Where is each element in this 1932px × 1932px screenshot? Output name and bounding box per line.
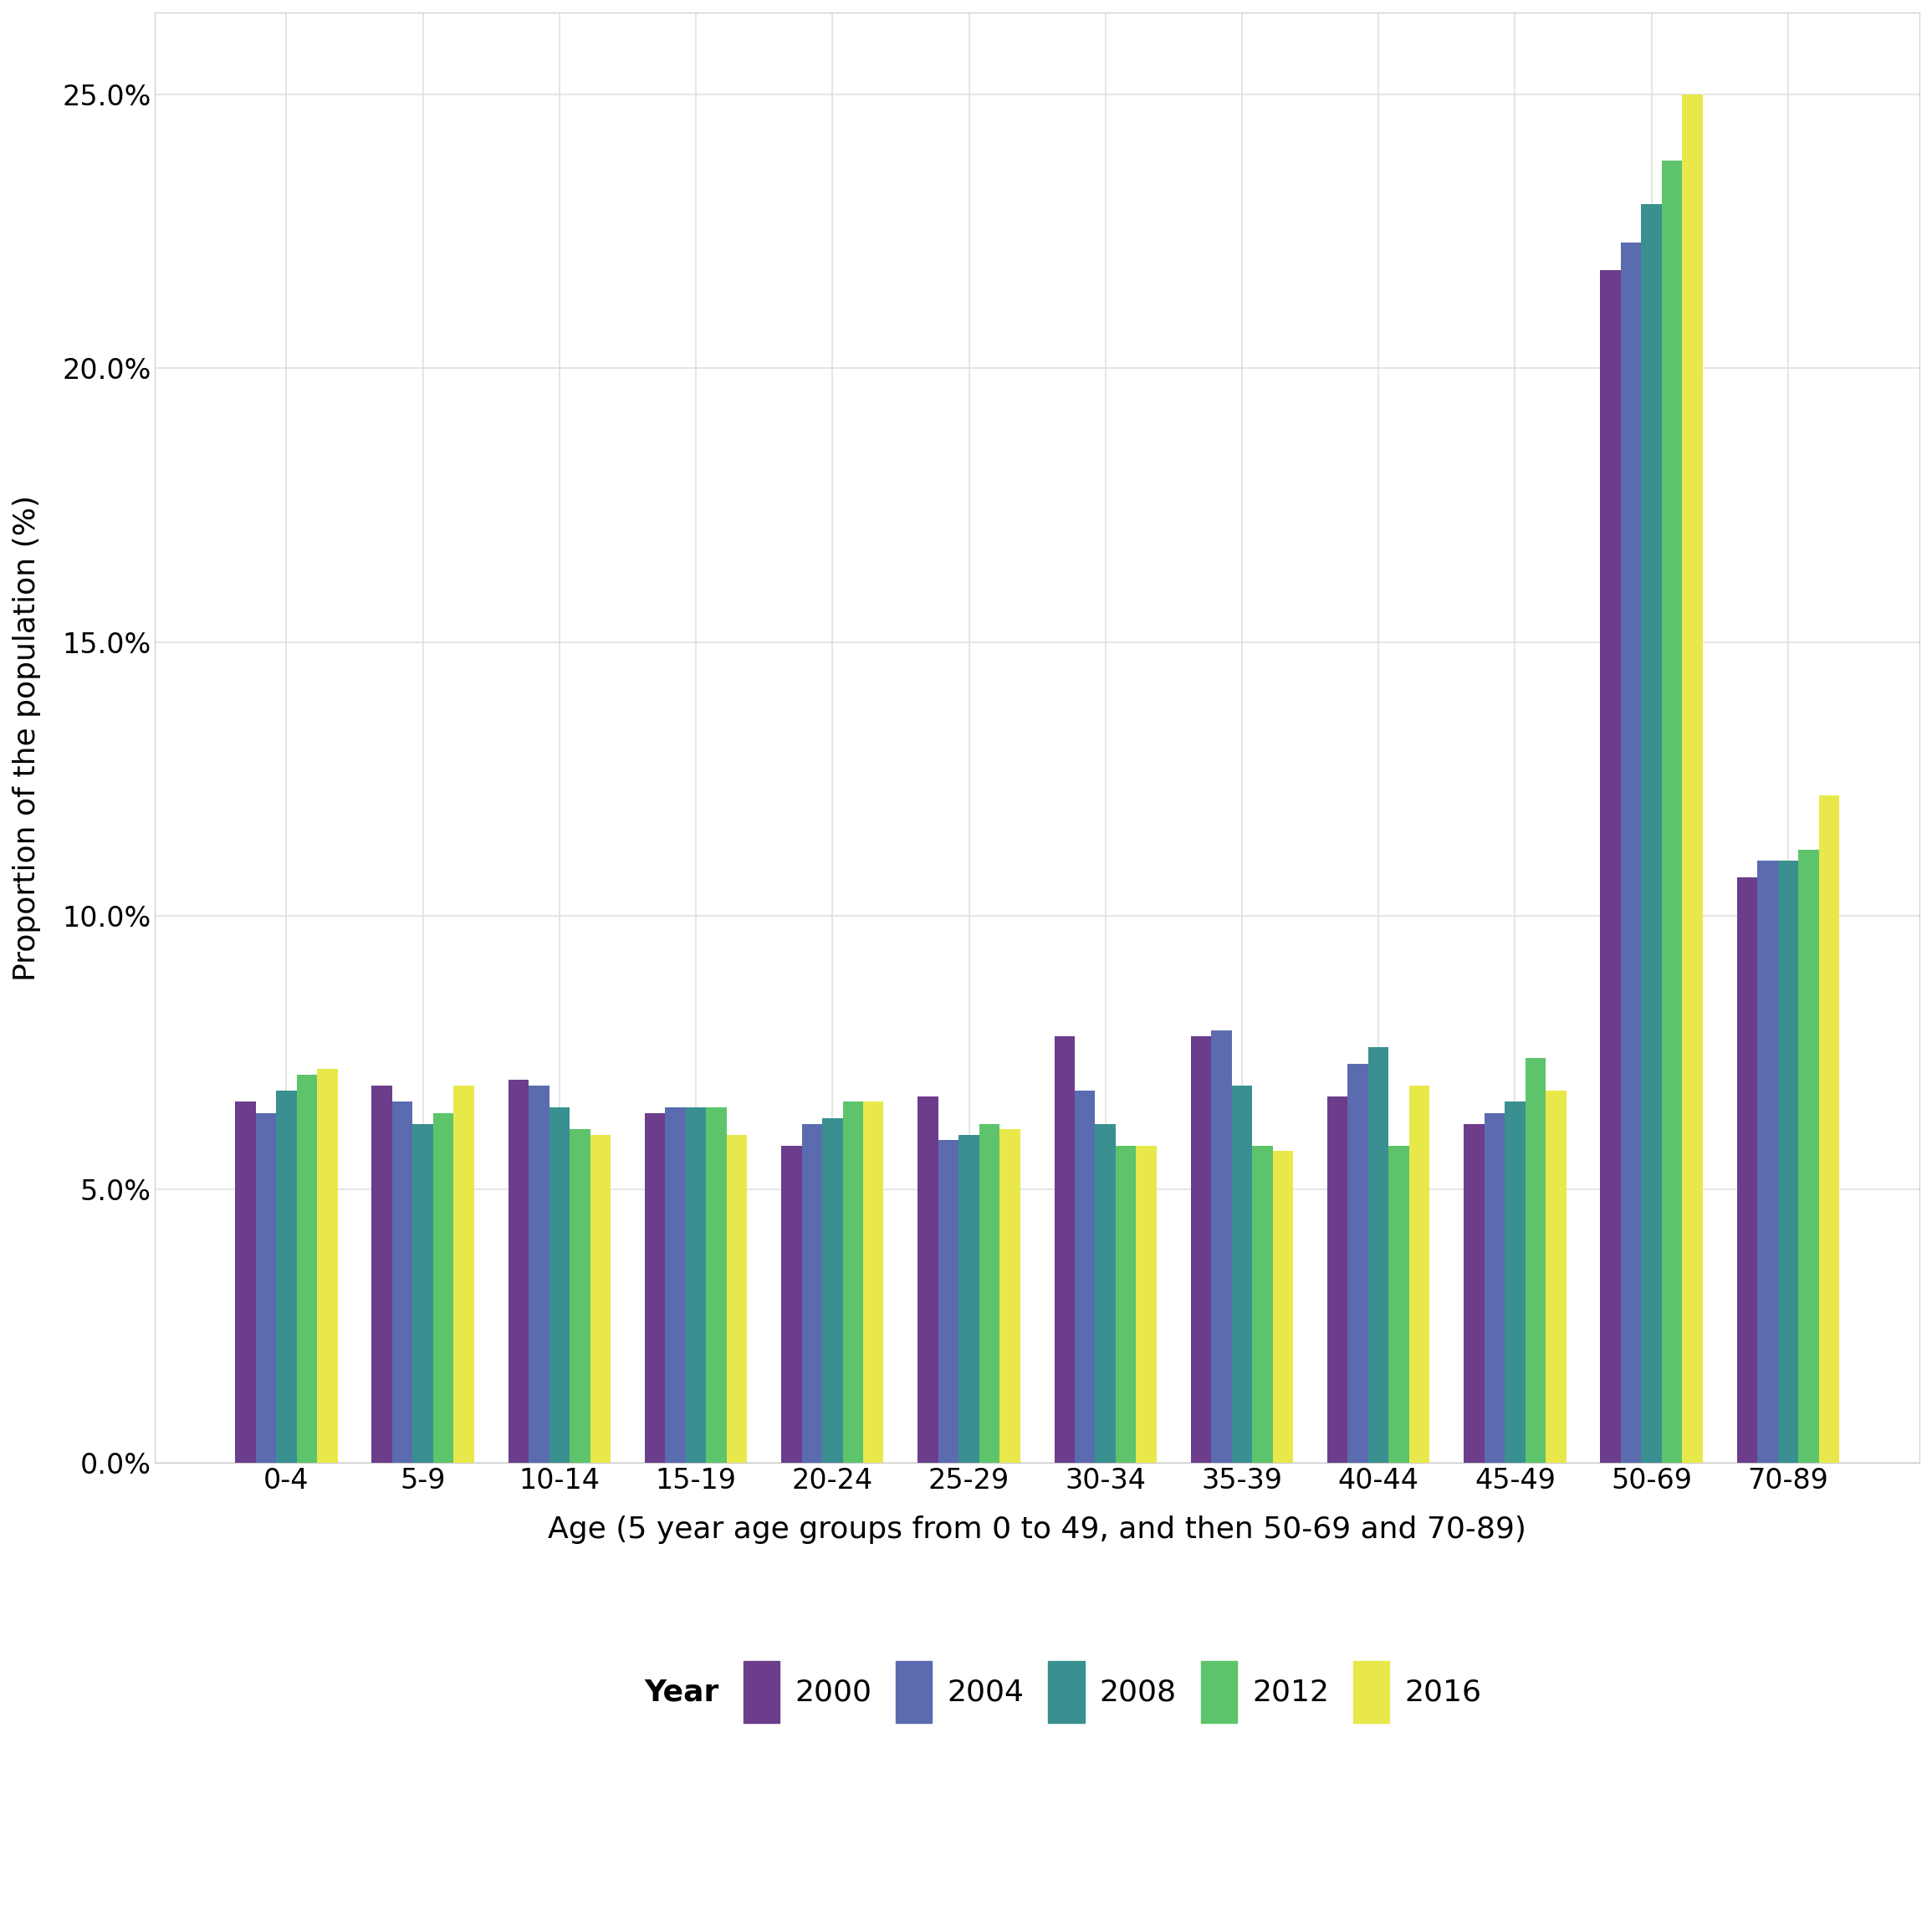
Bar [298, 1074, 317, 1463]
Bar [276, 1092, 298, 1463]
Bar [1327, 1095, 1349, 1463]
Bar [1642, 205, 1662, 1463]
Bar [726, 1134, 748, 1463]
Y-axis label: Proportion of the population (%): Proportion of the population (%) [12, 495, 41, 981]
Bar [1505, 1101, 1524, 1463]
Bar [1600, 270, 1621, 1463]
Bar [1211, 1030, 1233, 1463]
Bar [823, 1119, 842, 1463]
Bar [1190, 1036, 1211, 1463]
Bar [1273, 1151, 1293, 1463]
Bar [1095, 1124, 1115, 1463]
Bar [1115, 1146, 1136, 1463]
Bar [549, 1107, 570, 1463]
Bar [1799, 850, 1818, 1463]
Bar [1368, 1047, 1389, 1463]
Bar [1074, 1092, 1095, 1463]
Bar [371, 1086, 392, 1463]
Bar [1737, 877, 1758, 1463]
Bar [1252, 1146, 1273, 1463]
Bar [508, 1080, 529, 1463]
Bar [1349, 1063, 1368, 1463]
Bar [1233, 1086, 1252, 1463]
Bar [665, 1107, 686, 1463]
Bar [1408, 1086, 1430, 1463]
Bar [686, 1107, 705, 1463]
Bar [1621, 241, 1642, 1463]
Bar [236, 1101, 255, 1463]
Bar [958, 1134, 980, 1463]
Legend: Year, 2000, 2004, 2008, 2012, 2016: Year, 2000, 2004, 2008, 2012, 2016 [578, 1646, 1497, 1739]
Bar [529, 1086, 549, 1463]
Bar [1136, 1146, 1157, 1463]
Bar [705, 1107, 726, 1463]
Bar [802, 1124, 823, 1463]
Bar [413, 1124, 433, 1463]
Bar [1055, 1036, 1074, 1463]
Bar [1546, 1092, 1567, 1463]
Bar [1464, 1124, 1484, 1463]
Bar [980, 1124, 999, 1463]
Bar [1818, 796, 1839, 1463]
Bar [999, 1128, 1020, 1463]
Bar [433, 1113, 454, 1463]
Bar [1683, 95, 1702, 1463]
Bar [1662, 160, 1683, 1463]
Bar [392, 1101, 413, 1463]
Bar [645, 1113, 665, 1463]
Bar [1758, 862, 1777, 1463]
Bar [1777, 862, 1799, 1463]
Bar [317, 1068, 338, 1463]
Bar [1524, 1059, 1546, 1463]
Bar [589, 1134, 611, 1463]
Bar [864, 1101, 883, 1463]
Bar [570, 1128, 589, 1463]
Bar [1484, 1113, 1505, 1463]
Bar [842, 1101, 864, 1463]
Bar [454, 1086, 473, 1463]
Bar [781, 1146, 802, 1463]
Bar [1389, 1146, 1408, 1463]
Bar [918, 1095, 939, 1463]
Bar [255, 1113, 276, 1463]
Bar [939, 1140, 958, 1463]
X-axis label: Age (5 year age groups from 0 to 49, and then 50-69 and 70-89): Age (5 year age groups from 0 to 49, and… [549, 1517, 1526, 1544]
